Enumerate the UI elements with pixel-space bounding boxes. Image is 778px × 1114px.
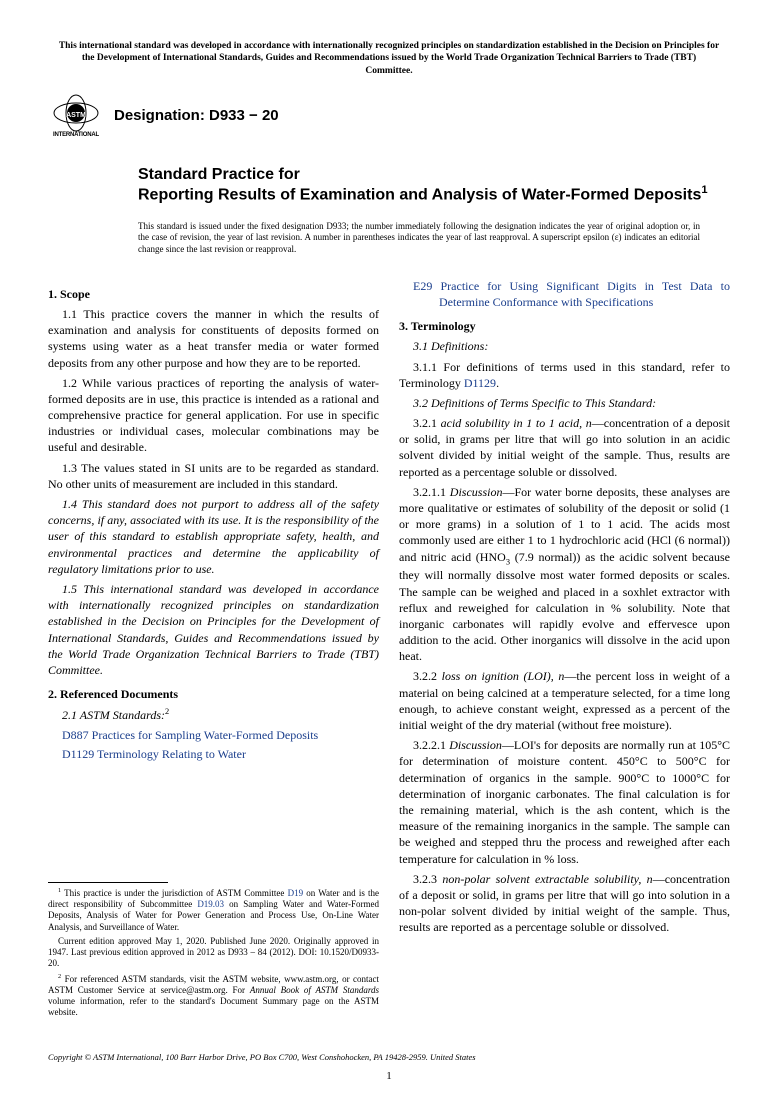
term-3221: 3.2.2.1 Discussion—LOI's for deposits ar…: [399, 737, 730, 867]
footnotes-block: 1 This practice is under the jurisdictio…: [48, 883, 379, 1019]
logo-subtext: INTERNATIONAL: [53, 131, 99, 139]
tbt-notice: This international standard was develope…: [48, 40, 730, 77]
scope-p1: 1.1 This practice covers the manner in w…: [48, 306, 379, 371]
copyright-line: Copyright © ASTM International, 100 Barr…: [48, 1052, 730, 1063]
title-overline: Standard Practice for: [138, 165, 730, 184]
issuance-note: This standard is issued under the fixed …: [138, 221, 700, 256]
term-322: 3.2.2 loss on ignition (LOI), n—the perc…: [399, 668, 730, 733]
astm-logo: ASTM INTERNATIONAL: [48, 91, 104, 141]
scope-p2: 1.2 While various practices of reporting…: [48, 375, 379, 456]
page-number: 1: [48, 1069, 730, 1084]
ref-e29: E29 Practice for Using Significant Digit…: [399, 278, 730, 310]
term-323: 3.2.3 non-polar solvent extractable solu…: [399, 871, 730, 936]
title-main: Reporting Results of Examination and Ana…: [138, 184, 730, 205]
footnote-1b: Current edition approved May 1, 2020. Pu…: [48, 936, 379, 970]
term-311: 3.1.1 For definitions of terms used in t…: [399, 359, 730, 391]
term-3211: 3.2.1.1 Discussion—For water borne depos…: [399, 484, 730, 665]
header-row: ASTM INTERNATIONAL Designation: D933 − 2…: [48, 91, 730, 141]
term-heading: 3. Terminology: [399, 318, 730, 334]
footnote-1a: 1 This practice is under the jurisdictio…: [48, 887, 379, 933]
refs-sub: 2.1 ASTM Standards:2: [48, 706, 379, 723]
term-321: 3.2.1 acid solubility in 1 to 1 acid, n—…: [399, 415, 730, 480]
term-31: 3.1 Definitions:: [399, 338, 730, 354]
scope-p3: 1.3 The values stated in SI units are to…: [48, 460, 379, 492]
scope-heading: 1. Scope: [48, 286, 379, 302]
term-32: 3.2 Definitions of Terms Specific to Thi…: [399, 395, 730, 411]
footnote-2: 2 For referenced ASTM standards, visit t…: [48, 973, 379, 1019]
refs-heading: 2. Referenced Documents: [48, 686, 379, 702]
scope-p4: 1.4 This standard does not purport to ad…: [48, 496, 379, 577]
ref-d887: D887 Practices for Sampling Water-Formed…: [48, 727, 379, 743]
svg-text:ASTM: ASTM: [66, 112, 86, 119]
ref-d1129: D1129 Terminology Relating to Water: [48, 746, 379, 762]
scope-p5: 1.5 This international standard was deve…: [48, 581, 379, 678]
body-columns: 1. Scope 1.1 This practice covers the ma…: [48, 278, 730, 1022]
title-block: Standard Practice for Reporting Results …: [138, 165, 730, 205]
designation-label: Designation: D933 − 20: [114, 106, 279, 126]
